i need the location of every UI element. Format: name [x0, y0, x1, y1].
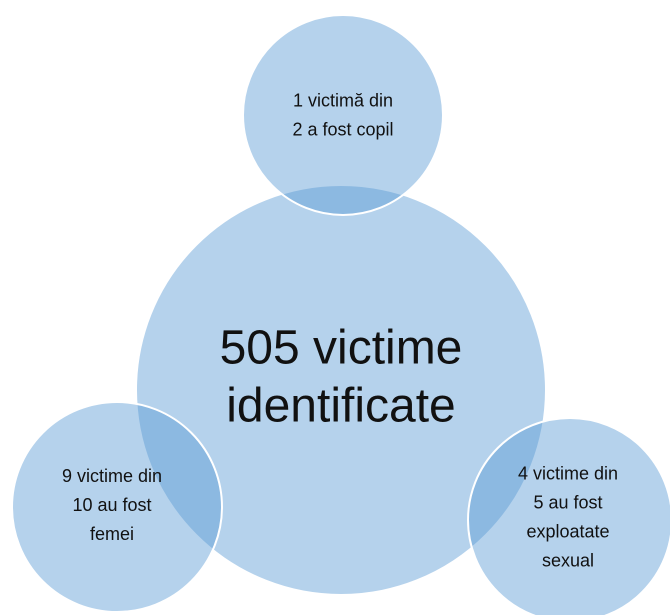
- node-label: 5 au fost: [533, 492, 602, 512]
- node-label: 4 victime din: [518, 463, 618, 483]
- node-label: 9 victime din: [62, 466, 162, 486]
- center-circle: [135, 184, 547, 596]
- node-label: 2 a fost copil: [292, 119, 393, 139]
- top-circle: [242, 14, 444, 216]
- node-label: 1 victimă din: [293, 90, 393, 110]
- left-circle: [11, 401, 223, 613]
- node-label: sexual: [542, 550, 594, 570]
- node-label: identificate: [226, 380, 455, 433]
- right-circle: [467, 417, 670, 615]
- node-label: exploatate: [526, 521, 609, 541]
- node-label: 10 au fost: [72, 495, 151, 515]
- node-label: 505 victime: [220, 322, 463, 375]
- node-label: femei: [90, 524, 134, 544]
